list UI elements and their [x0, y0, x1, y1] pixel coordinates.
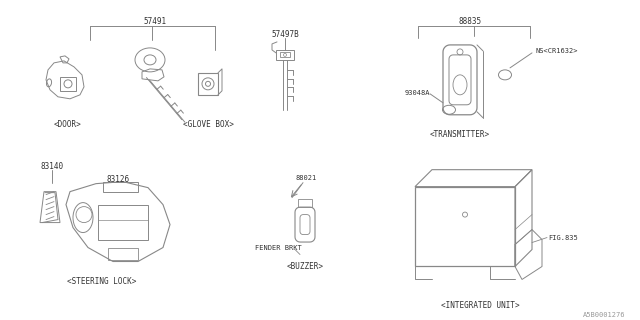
Text: 83140: 83140 [40, 162, 63, 171]
Text: 93048A: 93048A [405, 90, 431, 96]
Text: <BUZZER>: <BUZZER> [287, 261, 323, 270]
Text: NS<CR1632>: NS<CR1632> [536, 48, 579, 54]
Text: 57491: 57491 [143, 17, 166, 26]
Text: <TRANSMITTER>: <TRANSMITTER> [430, 130, 490, 139]
Text: FENDER BRKT: FENDER BRKT [255, 244, 301, 251]
Text: A5B0001276: A5B0001276 [582, 312, 625, 318]
Text: 88835: 88835 [458, 17, 481, 26]
Bar [198, 73, 218, 95]
Text: 83126: 83126 [106, 175, 129, 184]
Bar [280, 52, 290, 57]
Text: <INTEGRATED UNIT>: <INTEGRATED UNIT> [441, 301, 519, 310]
Bar [298, 199, 312, 207]
Text: <GLOVE BOX>: <GLOVE BOX> [182, 120, 234, 129]
Text: <DOOR>: <DOOR> [54, 120, 82, 129]
Text: 88021: 88021 [295, 175, 316, 181]
Text: <STEERING LOCK>: <STEERING LOCK> [67, 277, 137, 286]
Text: 57497B: 57497B [271, 30, 299, 39]
Text: FIG.835: FIG.835 [548, 235, 578, 241]
Bar [108, 248, 138, 260]
